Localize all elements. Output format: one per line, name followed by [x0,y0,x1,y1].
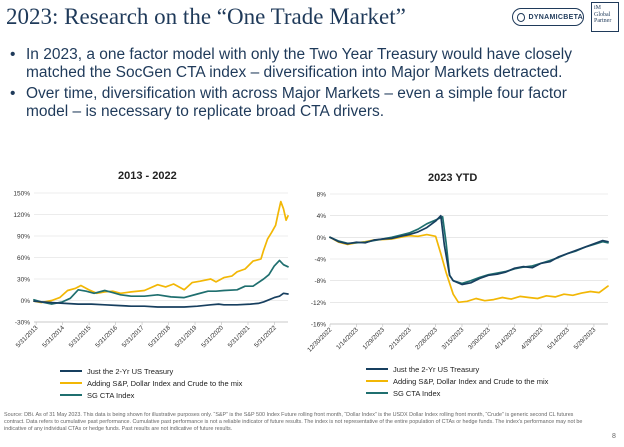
x-tick-label: 5/31/2015 [68,324,93,349]
x-tick-label: 5/31/2020 [200,324,225,349]
legend-item-treasury: Just the 2-Yr US Treasury [60,365,242,377]
legend-swatch [60,382,82,384]
legend-swatch [60,394,82,396]
legend-item-treasury: Just the 2-Yr US Treasury [366,363,548,375]
x-tick-label: 3/15/2023 [441,326,466,351]
series-line-treasury [33,292,289,308]
y-tick-label: 150% [13,191,30,198]
bullet-list: In 2023, a one factor model with only th… [8,46,588,124]
x-tick-label: 5/31/2021 [227,324,252,349]
chart-title-2023-ytd: 2023 YTD [428,172,478,184]
y-tick-label: 60% [17,255,30,262]
y-tick-label: 0% [21,298,31,305]
bullet-item: In 2023, a one factor model with only th… [8,46,588,82]
x-tick-label: 5/14/2023 [546,326,571,351]
x-tick-label: 5/31/2016 [94,324,119,349]
dynamicbeta-logo: DYNAMICBETA [512,8,584,26]
legend-swatch [60,370,82,372]
legend-chart-2013-2022: Just the 2-Yr US Treasury Adding S&P, Do… [60,365,242,401]
x-tick-label: 4/14/2023 [493,326,518,351]
series-line-adding [33,200,289,304]
legend-label: SG CTA Index [393,388,441,398]
page-title: 2023: Research on the “One Trade Market” [6,4,406,29]
legend-swatch [366,392,388,394]
x-tick-label: 2/28/2023 [414,326,439,351]
chart-2023-ytd: 8% 4% 0% -4% -8% -12% -16%12/30/2022 1/14/2023 1… [306,192,609,354]
x-tick-label: 5/31/2014 [41,324,66,349]
x-tick-label: 5/31/2019 [174,324,199,349]
x-tick-label: 1/14/2023 [335,326,360,351]
im-logo-line2: Global [594,11,611,18]
series-line-sgcta [33,259,289,305]
legend-item-adding: Adding S&P, Dollar Index and Crude to th… [60,377,242,389]
legend-label: Just the 2-Yr US Treasury [87,366,174,376]
y-tick-label: 90% [17,234,30,241]
chart-title-2013-2022: 2013 - 2022 [118,170,177,182]
legend-label: SG CTA Index [87,390,135,400]
y-tick-label: -12% [311,300,326,307]
y-tick-label: 8% [317,192,327,199]
x-tick-label: 5/29/2023 [573,326,598,351]
legend-item-sgcta: SG CTA Index [60,389,242,401]
series-line-treasury [329,214,609,286]
im-global-partner-logo: iM Global Partner [591,2,619,32]
y-tick-label: -30% [15,320,30,327]
series-line-sgcta [329,215,609,285]
dynamicbeta-logo-text: DYNAMICBETA [528,13,583,21]
bullet-item: Over time, diversification with across M… [8,85,588,121]
legend-label: Adding S&P, Dollar Index and Crude to th… [393,376,549,386]
im-logo-line1: iM [594,5,602,11]
legend-swatch [366,380,388,382]
x-tick-label: 5/31/2013 [15,324,40,349]
y-tick-label: 30% [17,277,30,284]
y-tick-label: -4% [314,257,326,264]
x-tick-label: 5/31/2018 [147,324,172,349]
series-line-adding [329,233,609,304]
x-tick-label: 5/31/2022 [253,324,278,349]
dynamicbeta-logo-icon [517,12,526,22]
x-tick-label: 1/29/2023 [361,326,386,351]
x-tick-label: 2/13/2023 [388,326,413,351]
legend-swatch [366,368,388,370]
y-tick-label: 0% [317,235,327,242]
y-tick-label: 4% [317,213,327,220]
legend-label: Adding S&P, Dollar Index and Crude to th… [87,378,243,388]
legend-chart-2023-ytd: Just the 2-Yr US Treasury Adding S&P, Do… [366,363,548,399]
im-logo-line3: Partner [594,18,612,24]
x-tick-label: 12/30/2022 [306,326,334,354]
legend-label: Just the 2-Yr US Treasury [393,364,480,374]
chart-2013-2022: 150%120%90%60%30%0%-30%5/31/2013 5/31/201… [13,191,289,349]
y-tick-label: 120% [13,212,30,219]
x-tick-label: 5/31/2017 [121,324,146,349]
y-tick-label: -8% [314,278,326,285]
x-tick-label: 3/30/2023 [467,326,492,351]
source-footnote: Source: DBi. As of 31 May 2023. This dat… [4,412,583,432]
legend-item-sgcta: SG CTA Index [366,387,548,399]
page-number: 8 [612,433,616,440]
legend-item-adding: Adding S&P, Dollar Index and Crude to th… [366,375,548,387]
y-tick-label: -16% [311,322,326,329]
x-tick-label: 4/29/2023 [520,326,545,351]
